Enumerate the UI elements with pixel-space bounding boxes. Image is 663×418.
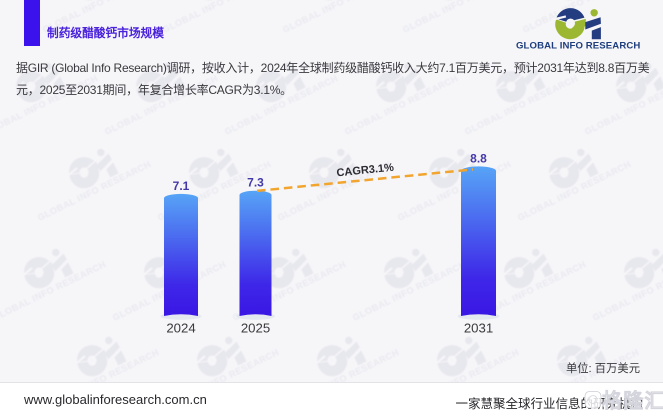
svg-text:8.8: 8.8 xyxy=(470,152,487,166)
svg-text:格隆汇: 格隆汇 xyxy=(602,389,663,413)
svg-text:7.3: 7.3 xyxy=(247,176,264,190)
svg-text:2031: 2031 xyxy=(464,321,493,336)
svg-text:7.1: 7.1 xyxy=(173,179,190,193)
svg-text:CAGR3.1%: CAGR3.1% xyxy=(336,162,395,180)
svg-text:2024: 2024 xyxy=(166,321,195,336)
svg-text:2025: 2025 xyxy=(241,321,270,336)
svg-text:GLOBAL INFO RESEARCH: GLOBAL INFO RESEARCH xyxy=(516,41,640,52)
